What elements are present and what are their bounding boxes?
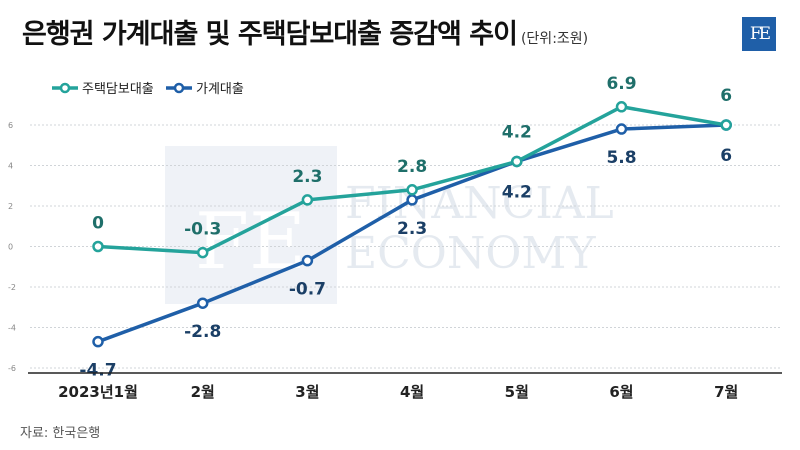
data-label-mortgage: 6 [720, 86, 732, 106]
data-label-mortgage: -0.3 [184, 220, 221, 240]
x-tick-label: 7월 [714, 383, 738, 401]
x-tick-label: 3월 [295, 383, 319, 401]
data-point [615, 101, 628, 113]
y-tick-label: 2 [8, 202, 13, 211]
data-label-mortgage: 6.9 [606, 74, 636, 94]
y-tick-label: -2 [8, 283, 16, 292]
x-tick-label: 5월 [505, 383, 529, 401]
x-tick-label: 2월 [191, 383, 215, 401]
data-point [720, 119, 732, 131]
data-label-household: 6 [720, 146, 732, 166]
x-tick-label: 6월 [609, 383, 633, 401]
legend: 주택담보대출 가계대출 [40, 70, 280, 106]
unit-label: (단위:조원) [520, 31, 589, 47]
data-point [301, 194, 314, 206]
y-tick-label: -6 [8, 364, 16, 373]
data-point [301, 254, 314, 267]
watermark-line2: ECONOMY [345, 228, 596, 279]
legend-swatch-marker [59, 82, 71, 94]
data-point [406, 184, 418, 196]
data-label-mortgage: 0 [92, 214, 104, 234]
legend-swatch-marker [173, 82, 185, 94]
data-label-household: -2.8 [184, 322, 221, 342]
data-label-mortgage: 2.3 [292, 167, 322, 187]
legend-label: 가계대출 [196, 82, 244, 97]
y-tick-label: 6 [8, 121, 13, 130]
y-tick-label: -4 [8, 324, 16, 333]
data-point [615, 123, 628, 135]
watermark-logo-text: FE [195, 197, 306, 287]
legend-box [40, 70, 280, 106]
x-tick-label: 4월 [400, 383, 424, 401]
data-label-household: -4.7 [79, 361, 116, 381]
watermark-line1: FINANCIAL [345, 178, 614, 229]
source-note: 자료: 한국은행 [20, 426, 101, 441]
data-label-mortgage: 2.8 [397, 157, 427, 177]
watermark: FE FINANCIAL ECONOMY [165, 146, 614, 304]
y-tick-label: 4 [8, 162, 13, 171]
data-point [406, 194, 418, 206]
chart-title: 은행권 가계대출 및 주택담보대출 증감액 추이 (단위:조원) [22, 12, 588, 51]
data-label-household: 5.8 [606, 148, 636, 168]
data-point [196, 246, 209, 259]
data-label-household: 4.2 [502, 182, 532, 202]
data-point [92, 335, 104, 348]
data-point [196, 297, 209, 309]
title-text: 은행권 가계대출 및 주택담보대출 증감액 추이 [22, 19, 518, 50]
brand-logo: FE [742, 17, 776, 51]
data-label-household: 2.3 [397, 219, 427, 239]
watermark-logo-box [165, 146, 337, 304]
data-point [511, 155, 523, 168]
legend-label: 주택담보대출 [82, 82, 154, 97]
data-point [92, 240, 104, 253]
data-label-household: -0.7 [289, 280, 326, 300]
data-label-mortgage: 4.2 [502, 122, 532, 142]
x-tick-label: 2023년1월 [58, 383, 138, 401]
y-tick-label: 0 [8, 243, 13, 252]
